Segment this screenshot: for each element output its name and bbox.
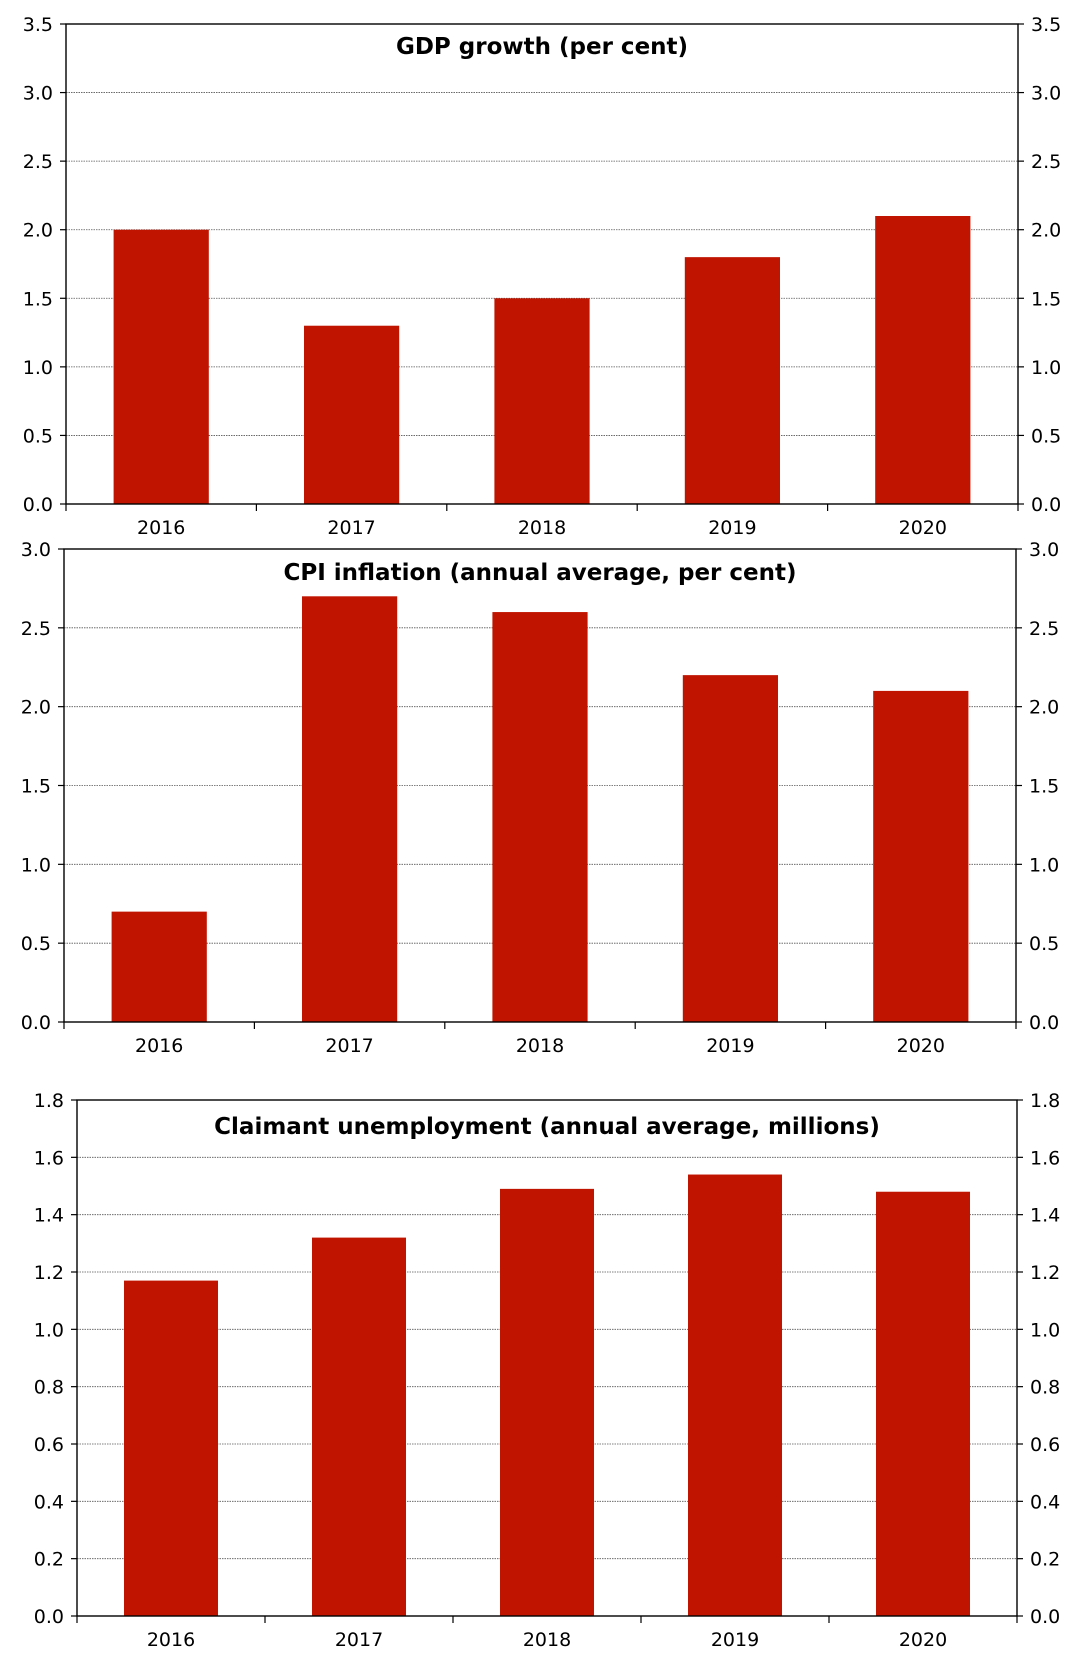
x-tick-label: 2016 [135,1035,183,1057]
y-tick-label-left: 0.0 [23,494,53,516]
x-tick-label: 2017 [325,1035,373,1057]
chart-panel-1: 0.0 0.0 0.5 0.5 1.0 1.0 1.5 1.5 2.0 2.0 2.5 2.5 3.0 3… [23,14,1061,539]
plot-frame [76,1099,1018,1617]
y-tick-label-left: 3.0 [23,83,53,105]
y-tick-label-left: 3.5 [23,14,53,36]
chart-panel-2: 0.0 0.0 0.5 0.5 1.0 1.0 1.5 1.5 2.0 2.0 2.5 2.5 3.0 3… [21,539,1059,1057]
x-tick-label: 2017 [327,517,375,539]
y-tick-label-right: 1.8 [1030,1090,1060,1112]
x-tick-label: 2020 [897,1035,945,1057]
bar-2016 [113,229,209,504]
y-tick-label-left: 2.5 [23,151,53,173]
chart-title: Claimant unemployment (annual average, m… [214,1114,880,1140]
y-tick-label-left: 1.2 [34,1262,64,1284]
x-tick-label: 2018 [518,517,566,539]
y-tick-label-left: 0.4 [34,1491,64,1513]
x-tick-label: 2020 [899,517,947,539]
y-tick-label-left: 1.4 [34,1205,64,1227]
y-tick-label-right: 1.0 [1030,1319,1060,1341]
y-tick-label-right: 3.0 [1031,83,1061,105]
y-tick-label-right: 1.4 [1030,1205,1060,1227]
bar-2020 [873,690,969,1022]
y-tick-label-left: 2.0 [21,697,51,719]
y-tick-label-right: 0.5 [1031,425,1061,447]
y-tick-label-right: 3.0 [1029,539,1059,561]
x-tick-label: 2020 [899,1629,947,1651]
y-tick-label-right: 1.2 [1030,1262,1060,1284]
bar-2020 [875,216,971,504]
y-tick-label-left: 0.0 [34,1606,64,1628]
y-tick-label-right: 0.4 [1030,1491,1060,1513]
y-tick-label-left: 2.5 [21,618,51,640]
x-tick-label: 2017 [335,1629,383,1651]
y-tick-label-left: 1.5 [23,288,53,310]
y-tick-label-right: 1.6 [1030,1147,1060,1169]
plot-frame [63,548,1017,1023]
y-tick-label-right: 0.8 [1030,1377,1060,1399]
y-tick-label-left: 1.0 [21,854,51,876]
y-tick-label-left: 3.0 [21,539,51,561]
bar-2018 [500,1188,594,1616]
x-tick-label: 2016 [147,1629,195,1651]
y-tick-label-right: 0.6 [1030,1434,1060,1456]
y-tick-label-left: 0.2 [34,1549,64,1571]
bar-2016 [111,911,207,1022]
y-tick-label-left: 1.0 [23,357,53,379]
bar-2018 [494,298,590,504]
y-tick-label-right: 2.0 [1031,220,1061,242]
y-tick-label-right: 0.0 [1029,1012,1059,1034]
y-tick-label-left: 0.5 [21,933,51,955]
y-tick-label-right: 2.5 [1031,151,1061,173]
y-tick-label-right: 1.0 [1031,357,1061,379]
bar-2018 [492,612,588,1022]
x-tick-label: 2019 [706,1035,754,1057]
y-tick-label-left: 2.0 [23,220,53,242]
plot-frame [65,23,1019,505]
x-tick-label: 2016 [137,517,185,539]
y-tick-label-right: 1.5 [1029,776,1059,798]
bar-2017 [302,596,398,1022]
y-tick-label-left: 0.8 [34,1377,64,1399]
bar-2017 [312,1237,406,1616]
x-tick-label: 2019 [711,1629,759,1651]
y-tick-label-right: 0.0 [1030,1606,1060,1628]
y-tick-label-left: 0.6 [34,1434,64,1456]
y-tick-label-left: 1.0 [34,1319,64,1341]
bar-2017 [304,325,400,504]
chart-title: CPI inflation (annual average, per cent) [283,560,796,586]
y-tick-label-right: 2.5 [1029,618,1059,640]
y-tick-label-right: 0.5 [1029,933,1059,955]
bar-2016 [124,1280,218,1616]
y-tick-label-left: 1.6 [34,1147,64,1169]
y-tick-label-right: 2.0 [1029,697,1059,719]
y-tick-label-right: 3.5 [1031,14,1061,36]
bar-2019 [688,1174,782,1616]
x-tick-label: 2018 [516,1035,564,1057]
bar-2019 [684,257,780,504]
bar-2019 [682,675,778,1022]
y-tick-label-left: 0.5 [23,425,53,447]
y-tick-label-right: 0.2 [1030,1549,1060,1571]
x-tick-label: 2018 [523,1629,571,1651]
y-tick-label-left: 0.0 [21,1012,51,1034]
chart-title: GDP growth (per cent) [396,34,688,60]
bar-2020 [876,1191,970,1616]
y-tick-label-right: 1.5 [1031,288,1061,310]
y-tick-label-right: 0.0 [1031,494,1061,516]
y-tick-label-left: 1.8 [34,1090,64,1112]
y-tick-label-right: 1.0 [1029,854,1059,876]
y-tick-label-left: 1.5 [21,776,51,798]
chart-panel-3: 0.0 0.0 0.2 0.2 0.4 0.4 0.6 0.6 0.8 0.8 1.0 1.0 1.2 1… [34,1090,1060,1651]
x-tick-label: 2019 [708,517,756,539]
